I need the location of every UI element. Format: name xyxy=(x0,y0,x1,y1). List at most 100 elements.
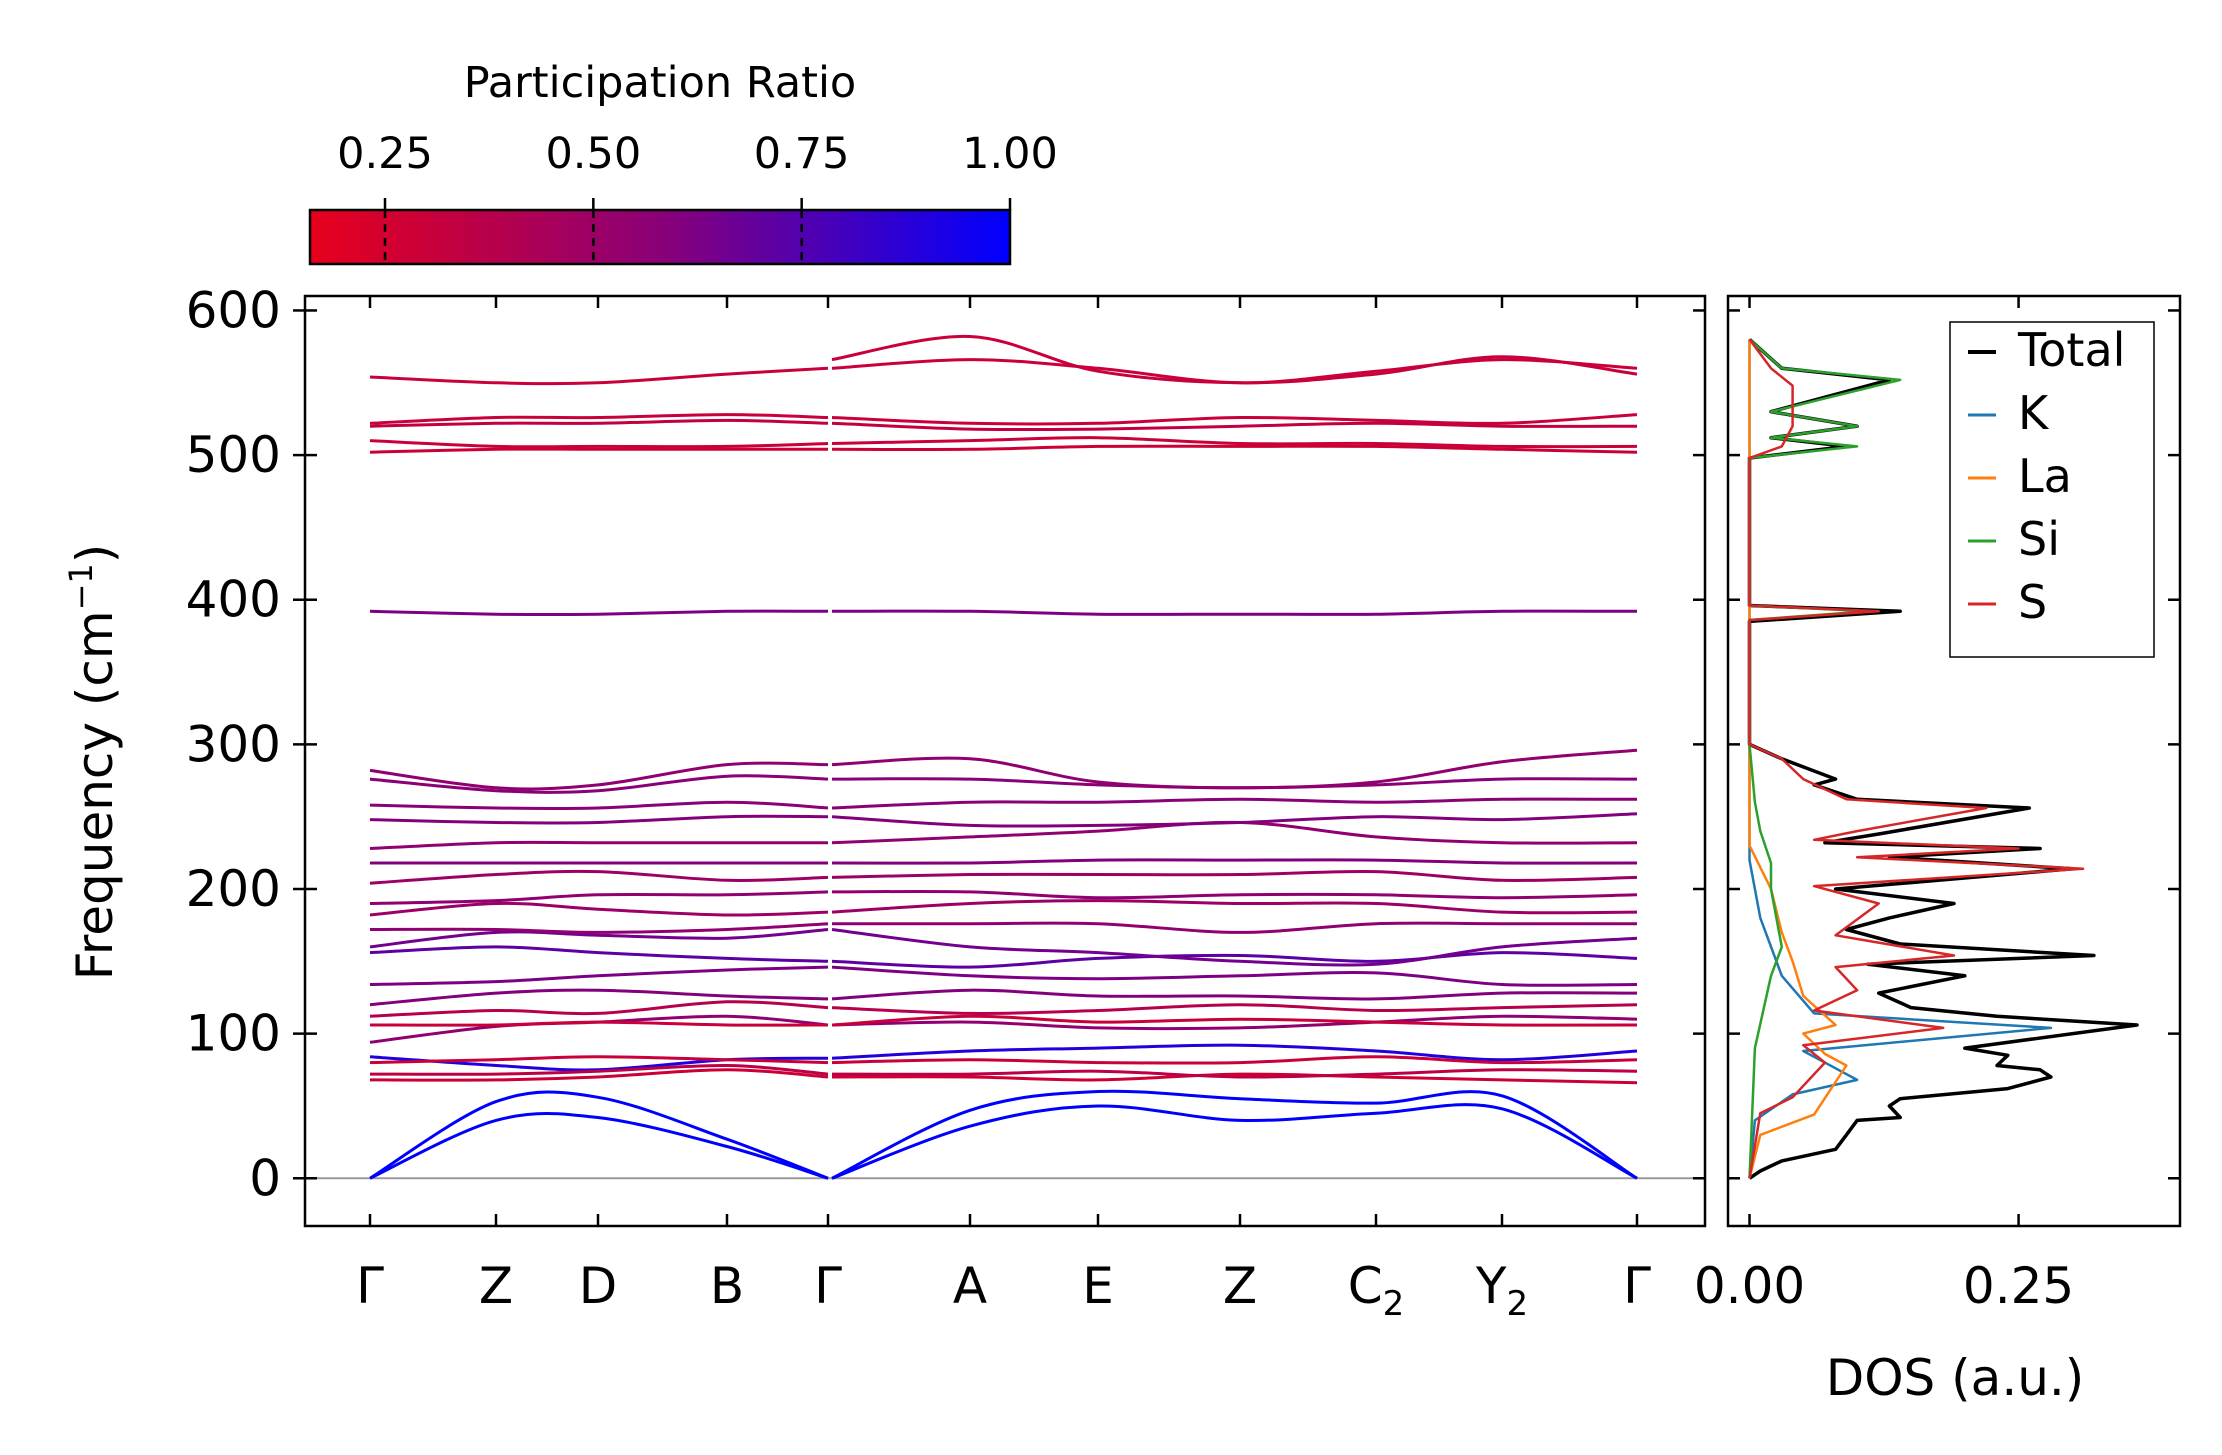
band-line xyxy=(831,1103,1638,1180)
high-symmetry-label: Y2 xyxy=(1475,1257,1528,1324)
band-line xyxy=(369,447,828,454)
band-lines xyxy=(369,334,1638,1180)
y-tick-label: 300 xyxy=(186,715,281,773)
band-line xyxy=(831,869,1638,882)
high-symmetry-label: Γ xyxy=(814,1257,842,1315)
band-line xyxy=(369,869,829,885)
y-axis-label: Frequency (cm−1) xyxy=(62,544,124,981)
band-line xyxy=(831,858,1638,865)
band-line xyxy=(831,812,1638,828)
band-line xyxy=(369,901,829,917)
band-line xyxy=(831,748,1638,790)
band-line xyxy=(831,1055,1638,1065)
colorbar-tick-label: 0.75 xyxy=(754,129,850,179)
band-line xyxy=(369,922,829,934)
dos-legend: Total K La Si S xyxy=(1949,321,2155,658)
band-line xyxy=(369,1068,829,1082)
high-symmetry-label: B xyxy=(710,1257,744,1315)
band-line xyxy=(369,965,829,986)
y-tick-label: 100 xyxy=(186,1005,281,1063)
dos-plot-frame xyxy=(1726,294,2182,1228)
band-line xyxy=(831,421,1638,432)
y-tick-label: 0 xyxy=(249,1149,281,1207)
y-tick-label: 400 xyxy=(186,571,281,629)
band-line xyxy=(369,413,829,425)
colorbar-tick-label: 0.25 xyxy=(337,129,433,179)
band-line xyxy=(369,814,829,825)
band-y-ticks: 0 100 200 300 400 500 600 xyxy=(186,281,1705,1207)
band-line xyxy=(369,1020,829,1027)
dos-x-tick-label: 0.00 xyxy=(1694,1257,1805,1315)
band-plot-background xyxy=(305,296,1705,1226)
band-line xyxy=(369,418,829,428)
band-line xyxy=(831,436,1638,449)
band-line xyxy=(831,1014,1638,1031)
band-x-ticks: Γ Z D B Γ A E Z C2 Y2 Γ xyxy=(356,296,1651,1324)
dos-y-ticks xyxy=(1728,309,2180,1180)
high-symmetry-label: A xyxy=(953,1257,987,1315)
legend-label: K xyxy=(2018,386,2050,440)
colorbar: Participation Ratio 0.25 0.50 0.75 1.00 xyxy=(308,58,1058,266)
band-line xyxy=(831,444,1638,454)
high-symmetry-label: Γ xyxy=(356,1257,384,1315)
band-line xyxy=(369,945,829,963)
colorbar-label: Participation Ratio xyxy=(464,58,857,108)
y-tick-label: 500 xyxy=(186,426,281,484)
band-line xyxy=(831,797,1638,810)
colorbar-tick-label: 1.00 xyxy=(962,129,1058,179)
band-line xyxy=(831,988,1638,1001)
high-symmetry-label: Z xyxy=(479,1257,513,1315)
band-line xyxy=(369,761,829,791)
dos-x-axis-label: DOS (a.u.) xyxy=(1826,1349,2085,1407)
band-line xyxy=(369,890,829,905)
y-tick-label: 600 xyxy=(186,281,281,339)
band-line xyxy=(369,1090,829,1180)
band-line xyxy=(369,439,829,449)
legend-label: La xyxy=(2018,449,2072,503)
dos-x-tick-label: 0.25 xyxy=(1963,1257,2074,1315)
band-line xyxy=(369,774,829,794)
band-line xyxy=(369,1000,829,1018)
y-tick-label: 200 xyxy=(186,860,281,918)
dos-x-ticks: 0.00 0.25 xyxy=(1694,296,2074,1315)
band-line xyxy=(831,1003,1638,1015)
band-line xyxy=(831,1072,1638,1085)
colorbar-ticks: 0.25 0.50 0.75 1.00 xyxy=(337,129,1058,264)
dos-series-k xyxy=(1748,339,2053,1179)
band-line xyxy=(369,1112,829,1180)
legend-box xyxy=(1949,321,2155,658)
band-structure-panel: 0 100 200 300 400 500 600 Γ Z D B Γ A E Z C2 Y2 Γ Freque… xyxy=(62,281,1707,1324)
high-symmetry-label: E xyxy=(1082,1257,1114,1315)
high-symmetry-label: C2 xyxy=(1348,1257,1405,1324)
band-line xyxy=(831,928,1638,967)
band-line xyxy=(369,1055,829,1065)
band-line xyxy=(831,899,1638,915)
band-line xyxy=(831,1014,1638,1027)
band-line xyxy=(831,1043,1638,1062)
band-line xyxy=(369,609,829,617)
legend-label: Si xyxy=(2018,512,2060,566)
dos-panel: 0.00 0.25 DOS (a.u.) Total K La Si S xyxy=(1694,294,2182,1407)
band-line xyxy=(369,366,829,386)
band-line xyxy=(369,800,829,811)
band-line xyxy=(369,840,828,850)
colorbar-tick-label: 0.50 xyxy=(545,129,641,179)
band-line xyxy=(369,928,829,949)
dos-lines xyxy=(1747,338,2139,1180)
legend-label: Total xyxy=(2017,323,2125,377)
band-line xyxy=(831,1089,1638,1180)
band-plot-frame xyxy=(303,294,1707,1228)
band-line xyxy=(831,334,1638,385)
high-symmetry-label: Z xyxy=(1223,1257,1257,1315)
band-line xyxy=(831,921,1637,934)
high-symmetry-label: D xyxy=(579,1257,618,1315)
band-line xyxy=(831,889,1638,900)
band-line xyxy=(831,1068,1638,1079)
high-symmetry-label: Γ xyxy=(1623,1257,1651,1315)
band-line xyxy=(831,413,1638,426)
band-line xyxy=(369,988,829,1007)
band-line xyxy=(831,951,1638,969)
band-line xyxy=(831,965,1638,987)
band-line xyxy=(369,1063,829,1076)
